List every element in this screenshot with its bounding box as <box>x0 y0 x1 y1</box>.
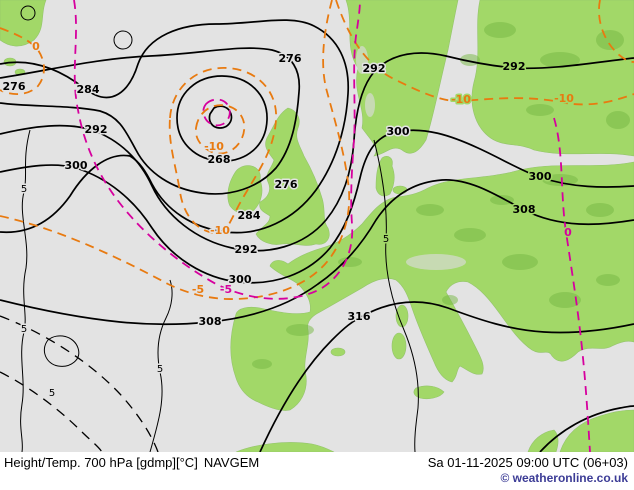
contour-label: 308 <box>199 315 222 328</box>
dashed-contour-sw1 <box>0 315 159 452</box>
contour-label: 292 <box>235 243 258 256</box>
copyright-link[interactable]: © weatheronline.co.uk <box>500 471 628 485</box>
landmass-north-africa-east <box>559 409 634 452</box>
aux-contours <box>20 5 419 452</box>
contour-268 <box>176 75 268 162</box>
contour-284 <box>0 19 350 234</box>
contour-label: 276 <box>275 178 298 191</box>
temp-0-northwest <box>0 27 45 95</box>
contour-label: 292 <box>363 62 386 75</box>
terrain-shading <box>252 22 630 369</box>
valid-datetime: Sa 01-11-2025 09:00 UTC (06+03) <box>427 455 628 470</box>
contour-316 <box>259 301 634 452</box>
contour-label: 0 <box>564 226 572 239</box>
contour-label: 276 <box>279 52 302 65</box>
contour-label: 300 <box>65 159 88 172</box>
contour-label: -10 <box>204 140 224 153</box>
model-label: NAVGEM <box>203 455 260 470</box>
contour-label: -10 <box>210 224 230 237</box>
contour-label: 284 <box>238 209 261 222</box>
landmass-great-britain <box>255 107 330 246</box>
parameter-label: Height/Temp. 700 hPa [gdmp][°C] <box>4 455 198 470</box>
aux-contour-5-biscay <box>149 279 173 452</box>
island-mallorca <box>330 347 346 357</box>
footer-bar: Height/Temp. 700 hPa [gdmp][°C] NAVGEM Sa… <box>0 452 634 490</box>
island-corsica <box>395 304 409 328</box>
landmass-tunisia <box>527 429 559 452</box>
contour-label: -10 <box>554 92 574 105</box>
map-canvas: 276 292 292 276 284 292 300 300 268 276 284 292 300 3… <box>0 0 634 452</box>
map-title: Height/Temp. 700 hPa [gdmp][°C] NAVGEM <box>4 454 259 471</box>
temp-magenta-west <box>73 0 361 300</box>
island-sicily <box>413 385 445 400</box>
contour-label: 300 <box>229 273 252 286</box>
temp-minus5 <box>0 0 351 300</box>
contour-276 <box>0 47 301 195</box>
contour-324 <box>539 405 634 452</box>
island-sardinia <box>391 332 407 360</box>
contour-label: 5 <box>157 364 163 375</box>
contour-label: 268 <box>208 153 231 166</box>
weather-map-svg: 276 292 292 276 284 292 300 300 268 276 284 292 300 3… <box>0 0 634 452</box>
aux-contour-5-west <box>20 129 31 452</box>
contour-labels: 276 292 292 276 284 292 300 300 268 276 284 292 300 3… <box>1 39 576 401</box>
contour-label: 0 <box>32 40 40 53</box>
minor-contour-circle <box>113 30 133 50</box>
island-danish-isles <box>392 185 408 195</box>
temperature-contours-orange <box>0 0 634 300</box>
temperature-contours-magenta <box>73 0 591 452</box>
aux-contour-5-france <box>373 139 419 452</box>
temp-magenta-east <box>553 117 591 452</box>
contour-label: 5 <box>21 184 27 195</box>
dashed-contours <box>0 315 159 452</box>
alps-shading <box>406 254 466 270</box>
contour-label: 284 <box>77 83 100 96</box>
temp-corner-northeast <box>598 0 634 63</box>
landmass-finland-russia <box>471 0 634 157</box>
temp-minus10-northeast <box>335 0 634 106</box>
contour-label: -10 <box>451 93 471 106</box>
contour-292 <box>0 52 634 252</box>
landmasses <box>0 0 634 452</box>
minor-contour-circle <box>20 5 36 21</box>
contour-label: 276 <box>3 80 26 93</box>
contour-300 <box>0 129 634 284</box>
contour-label: 300 <box>387 125 410 138</box>
dashed-contour-sw2 <box>0 371 103 452</box>
landmass-denmark <box>375 156 395 197</box>
contour-label: 5 <box>49 388 55 399</box>
contour-label: 5 <box>21 324 27 335</box>
contour-label: 292 <box>85 123 108 136</box>
contour-label: -5 <box>192 283 204 296</box>
aux-closed-loop <box>43 335 80 367</box>
contour-label: 316 <box>348 310 371 323</box>
landmass-scandinavia <box>345 0 459 157</box>
contour-label: -5 <box>220 283 232 296</box>
temp-magenta-core <box>202 98 231 127</box>
temp-minus10-inner <box>195 104 246 155</box>
contour-label: 300 <box>529 170 552 183</box>
contour-label: 292 <box>503 60 526 73</box>
contour-label: 308 <box>513 203 536 216</box>
contour-268-inner <box>208 105 233 129</box>
contour-label: 5 <box>383 234 389 245</box>
